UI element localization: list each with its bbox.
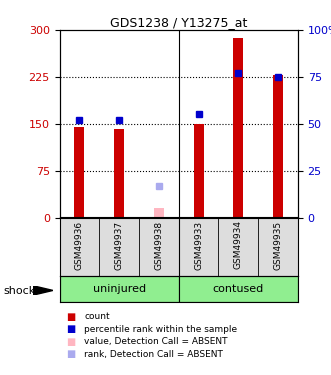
- Bar: [60, 276, 179, 302]
- Text: rank, Detection Call = ABSENT: rank, Detection Call = ABSENT: [84, 350, 223, 358]
- Text: GSM49937: GSM49937: [115, 220, 124, 270]
- Bar: [179, 276, 298, 302]
- Bar: [194, 124, 204, 218]
- Title: GDS1238 / Y13275_at: GDS1238 / Y13275_at: [110, 16, 248, 29]
- Text: GSM49938: GSM49938: [154, 220, 164, 270]
- Polygon shape: [33, 286, 53, 295]
- Text: uninjured: uninjured: [93, 284, 146, 294]
- Text: GSM49935: GSM49935: [273, 220, 283, 270]
- Bar: [74, 127, 84, 218]
- Text: value, Detection Call = ABSENT: value, Detection Call = ABSENT: [84, 337, 228, 346]
- Text: shock: shock: [3, 286, 35, 296]
- Text: count: count: [84, 312, 110, 321]
- Text: GSM49934: GSM49934: [234, 220, 243, 269]
- Text: ■: ■: [66, 324, 75, 334]
- Bar: [233, 38, 243, 218]
- Text: percentile rank within the sample: percentile rank within the sample: [84, 325, 238, 334]
- Text: GSM49933: GSM49933: [194, 220, 203, 270]
- Bar: [273, 75, 283, 217]
- Text: ■: ■: [66, 337, 75, 346]
- Text: ■: ■: [66, 312, 75, 322]
- Text: contused: contused: [213, 284, 264, 294]
- Bar: [114, 129, 124, 217]
- Text: ■: ■: [66, 349, 75, 359]
- Text: GSM49936: GSM49936: [75, 220, 84, 270]
- Bar: [154, 208, 164, 218]
